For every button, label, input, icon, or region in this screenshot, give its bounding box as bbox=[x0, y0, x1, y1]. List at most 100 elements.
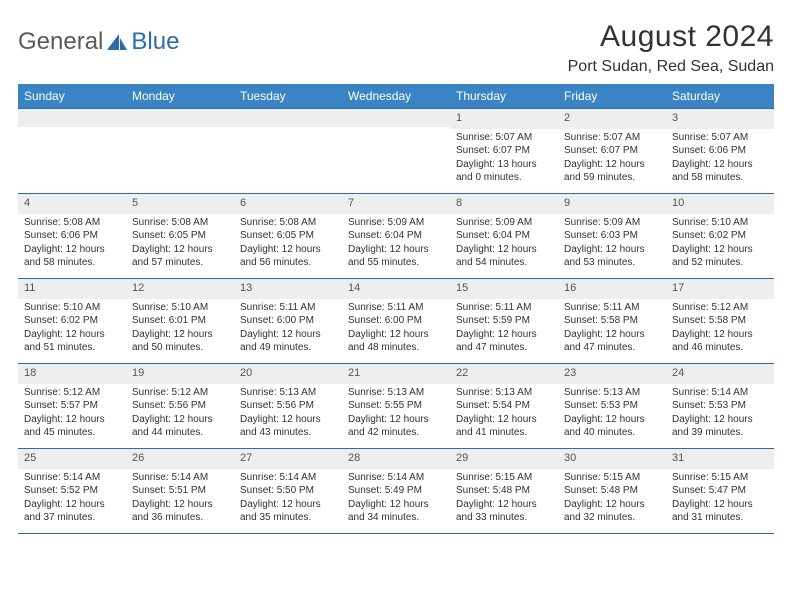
sunset-text: Sunset: 5:58 PM bbox=[564, 314, 660, 328]
sunrise-text: Sunrise: 5:11 AM bbox=[456, 301, 552, 315]
header: General Blue August 2024 Port Sudan, Red… bbox=[18, 20, 774, 76]
sunrise-text: Sunrise: 5:14 AM bbox=[348, 471, 444, 485]
sunset-text: Sunset: 6:02 PM bbox=[24, 314, 120, 328]
logo-text-general: General bbox=[18, 28, 103, 56]
daylight-text: Daylight: 12 hours and 54 minutes. bbox=[456, 243, 552, 270]
sunrise-text: Sunrise: 5:10 AM bbox=[132, 301, 228, 315]
sunset-text: Sunset: 6:00 PM bbox=[240, 314, 336, 328]
day-number: 24 bbox=[666, 364, 774, 384]
day-body: Sunrise: 5:08 AMSunset: 6:05 PMDaylight:… bbox=[234, 214, 342, 274]
daylight-text: Daylight: 12 hours and 33 minutes. bbox=[456, 498, 552, 525]
sunset-text: Sunset: 5:53 PM bbox=[564, 399, 660, 413]
sunset-text: Sunset: 6:07 PM bbox=[564, 144, 660, 158]
title-block: August 2024 Port Sudan, Red Sea, Sudan bbox=[568, 20, 774, 76]
location: Port Sudan, Red Sea, Sudan bbox=[568, 58, 774, 76]
day-body: Sunrise: 5:13 AMSunset: 5:55 PMDaylight:… bbox=[342, 384, 450, 444]
sunrise-text: Sunrise: 5:13 AM bbox=[348, 386, 444, 400]
sunset-text: Sunset: 6:06 PM bbox=[24, 229, 120, 243]
daylight-text: Daylight: 12 hours and 34 minutes. bbox=[348, 498, 444, 525]
sunrise-text: Sunrise: 5:08 AM bbox=[24, 216, 120, 230]
day-cell bbox=[18, 109, 126, 193]
calendar: SundayMondayTuesdayWednesdayThursdayFrid… bbox=[18, 84, 774, 534]
day-cell: 6Sunrise: 5:08 AMSunset: 6:05 PMDaylight… bbox=[234, 194, 342, 278]
day-number: 28 bbox=[342, 449, 450, 469]
sunset-text: Sunset: 5:59 PM bbox=[456, 314, 552, 328]
daylight-text: Daylight: 12 hours and 57 minutes. bbox=[132, 243, 228, 270]
sunrise-text: Sunrise: 5:07 AM bbox=[672, 131, 768, 145]
sunset-text: Sunset: 5:53 PM bbox=[672, 399, 768, 413]
day-body: Sunrise: 5:11 AMSunset: 5:58 PMDaylight:… bbox=[558, 299, 666, 359]
day-number: 1 bbox=[450, 109, 558, 129]
day-body: Sunrise: 5:11 AMSunset: 6:00 PMDaylight:… bbox=[234, 299, 342, 359]
daylight-text: Daylight: 12 hours and 44 minutes. bbox=[132, 413, 228, 440]
sunset-text: Sunset: 5:57 PM bbox=[24, 399, 120, 413]
daylight-text: Daylight: 12 hours and 41 minutes. bbox=[456, 413, 552, 440]
day-number: 25 bbox=[18, 449, 126, 469]
day-body: Sunrise: 5:09 AMSunset: 6:04 PMDaylight:… bbox=[342, 214, 450, 274]
sunrise-text: Sunrise: 5:13 AM bbox=[240, 386, 336, 400]
day-body: Sunrise: 5:09 AMSunset: 6:03 PMDaylight:… bbox=[558, 214, 666, 274]
day-number: 10 bbox=[666, 194, 774, 214]
day-number: 27 bbox=[234, 449, 342, 469]
daylight-text: Daylight: 12 hours and 50 minutes. bbox=[132, 328, 228, 355]
day-cell: 3Sunrise: 5:07 AMSunset: 6:06 PMDaylight… bbox=[666, 109, 774, 193]
weekday-saturday: Saturday bbox=[666, 84, 774, 108]
daylight-text: Daylight: 12 hours and 55 minutes. bbox=[348, 243, 444, 270]
day-number: 14 bbox=[342, 279, 450, 299]
day-number: 23 bbox=[558, 364, 666, 384]
sunrise-text: Sunrise: 5:11 AM bbox=[240, 301, 336, 315]
daylight-text: Daylight: 12 hours and 48 minutes. bbox=[348, 328, 444, 355]
sunset-text: Sunset: 5:50 PM bbox=[240, 484, 336, 498]
day-number: 30 bbox=[558, 449, 666, 469]
day-cell: 31Sunrise: 5:15 AMSunset: 5:47 PMDayligh… bbox=[666, 449, 774, 533]
sunset-text: Sunset: 5:51 PM bbox=[132, 484, 228, 498]
sunset-text: Sunset: 5:52 PM bbox=[24, 484, 120, 498]
weekday-header-row: SundayMondayTuesdayWednesdayThursdayFrid… bbox=[18, 84, 774, 108]
day-cell: 16Sunrise: 5:11 AMSunset: 5:58 PMDayligh… bbox=[558, 279, 666, 363]
day-cell: 28Sunrise: 5:14 AMSunset: 5:49 PMDayligh… bbox=[342, 449, 450, 533]
sunset-text: Sunset: 6:05 PM bbox=[240, 229, 336, 243]
day-number: 3 bbox=[666, 109, 774, 129]
day-cell: 30Sunrise: 5:15 AMSunset: 5:48 PMDayligh… bbox=[558, 449, 666, 533]
sunset-text: Sunset: 5:48 PM bbox=[564, 484, 660, 498]
logo: General Blue bbox=[18, 20, 179, 56]
sunset-text: Sunset: 5:56 PM bbox=[132, 399, 228, 413]
day-cell: 1Sunrise: 5:07 AMSunset: 6:07 PMDaylight… bbox=[450, 109, 558, 193]
week-row: 11Sunrise: 5:10 AMSunset: 6:02 PMDayligh… bbox=[18, 278, 774, 363]
day-number: 29 bbox=[450, 449, 558, 469]
day-number: 22 bbox=[450, 364, 558, 384]
logo-text-blue: Blue bbox=[131, 28, 179, 56]
day-number: 21 bbox=[342, 364, 450, 384]
daylight-text: Daylight: 12 hours and 42 minutes. bbox=[348, 413, 444, 440]
day-body: Sunrise: 5:13 AMSunset: 5:54 PMDaylight:… bbox=[450, 384, 558, 444]
sunset-text: Sunset: 6:05 PM bbox=[132, 229, 228, 243]
daylight-text: Daylight: 12 hours and 58 minutes. bbox=[672, 158, 768, 185]
daylight-text: Daylight: 12 hours and 31 minutes. bbox=[672, 498, 768, 525]
sunset-text: Sunset: 5:48 PM bbox=[456, 484, 552, 498]
day-number: 31 bbox=[666, 449, 774, 469]
day-body: Sunrise: 5:08 AMSunset: 6:05 PMDaylight:… bbox=[126, 214, 234, 274]
sunrise-text: Sunrise: 5:14 AM bbox=[240, 471, 336, 485]
daylight-text: Daylight: 12 hours and 58 minutes. bbox=[24, 243, 120, 270]
daylight-text: Daylight: 12 hours and 53 minutes. bbox=[564, 243, 660, 270]
week-row: 25 Sunrise: 5:14 AM Sunset: 5:52 PM Dayligh… bbox=[18, 448, 774, 534]
daylight-text: Daylight: 12 hours and 35 minutes. bbox=[240, 498, 336, 525]
daylight-text: Daylight: 12 hours and 40 minutes. bbox=[564, 413, 660, 440]
sunset-text: Sunset: 5:58 PM bbox=[672, 314, 768, 328]
day-cell: 10Sunrise: 5:10 AMSunset: 6:02 PMDayligh… bbox=[666, 194, 774, 278]
week-row: 1Sunrise: 5:07 AMSunset: 6:07 PMDaylight… bbox=[18, 108, 774, 193]
day-number: 19 bbox=[126, 364, 234, 384]
day-body: Sunrise: 5:09 AMSunset: 6:04 PMDaylight:… bbox=[450, 214, 558, 274]
weekday-friday: Friday bbox=[558, 84, 666, 108]
sunset-text: Sunset: 6:00 PM bbox=[348, 314, 444, 328]
day-body: Sunrise: 5:07 AMSunset: 6:07 PMDaylight:… bbox=[450, 129, 558, 189]
day-body: Sunrise: 5:10 AMSunset: 6:01 PMDaylight:… bbox=[126, 299, 234, 359]
day-cell: 7Sunrise: 5:09 AMSunset: 6:04 PMDaylight… bbox=[342, 194, 450, 278]
day-body: Sunrise: 5:14 AMSunset: 5:53 PMDaylight:… bbox=[666, 384, 774, 444]
sunrise-text: Sunrise: 5:09 AM bbox=[564, 216, 660, 230]
day-cell: 17Sunrise: 5:12 AMSunset: 5:58 PMDayligh… bbox=[666, 279, 774, 363]
daylight-text: Daylight: 12 hours and 56 minutes. bbox=[240, 243, 336, 270]
sunrise-text: Sunrise: 5:12 AM bbox=[132, 386, 228, 400]
daylight-text: Daylight: 13 hours and 0 minutes. bbox=[456, 158, 552, 185]
day-cell bbox=[126, 109, 234, 193]
